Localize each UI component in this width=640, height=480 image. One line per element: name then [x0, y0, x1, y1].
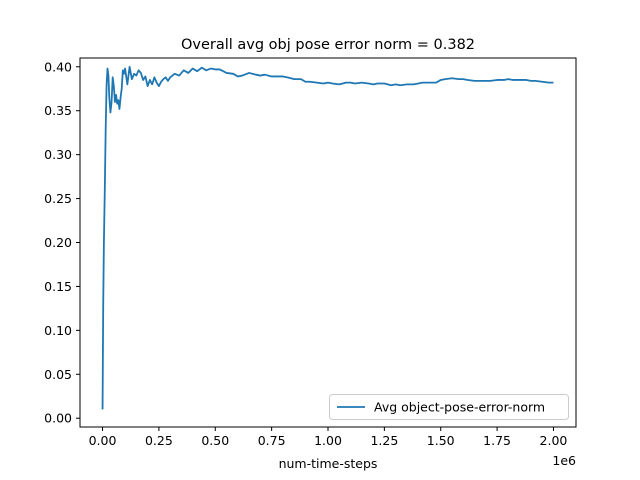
- y-tick-label: 0.30: [44, 147, 72, 162]
- x-ticks: 0.00 0.25 0.50 0.75 1.00 1.25 1.50 1.75 2.00: [89, 427, 568, 448]
- x-axis-offset-label: 1e6: [552, 453, 576, 468]
- y-tick-label: 0.35: [44, 103, 72, 118]
- y-ticks: 0.00 0.05 0.10 0.15 0.20 0.25 0.30 0.35 0.40: [44, 59, 80, 426]
- y-tick-label: 0.10: [44, 323, 72, 338]
- y-tick-label: 0.25: [44, 191, 72, 206]
- legend: Avg object-pose-error-norm: [329, 394, 569, 420]
- plot-line-layer: [101, 65, 554, 410]
- chart-title: Overall avg obj pose error norm = 0.382: [181, 37, 475, 53]
- x-tick-label: 1.75: [483, 433, 511, 448]
- legend-label: Avg object-pose-error-norm: [374, 400, 545, 415]
- x-tick-label: 1.00: [314, 433, 342, 448]
- series-line: [101, 65, 554, 410]
- y-tick-label: 0.20: [44, 235, 72, 250]
- x-tick-label: 0.50: [201, 433, 229, 448]
- x-tick-label: 1.50: [427, 433, 455, 448]
- x-tick-label: 2.00: [540, 433, 568, 448]
- y-tick-label: 0.40: [44, 59, 72, 74]
- x-tick-label: 1.25: [370, 433, 398, 448]
- y-tick-label: 0.05: [44, 367, 72, 382]
- x-tick-label: 0.75: [258, 433, 286, 448]
- x-axis-label: num-time-steps: [279, 456, 378, 471]
- y-tick-label: 0.00: [44, 411, 72, 426]
- legend-box: [329, 394, 569, 420]
- x-tick-label: 0.25: [145, 433, 173, 448]
- x-tick-label: 0.00: [89, 433, 117, 448]
- y-tick-label: 0.15: [44, 279, 72, 294]
